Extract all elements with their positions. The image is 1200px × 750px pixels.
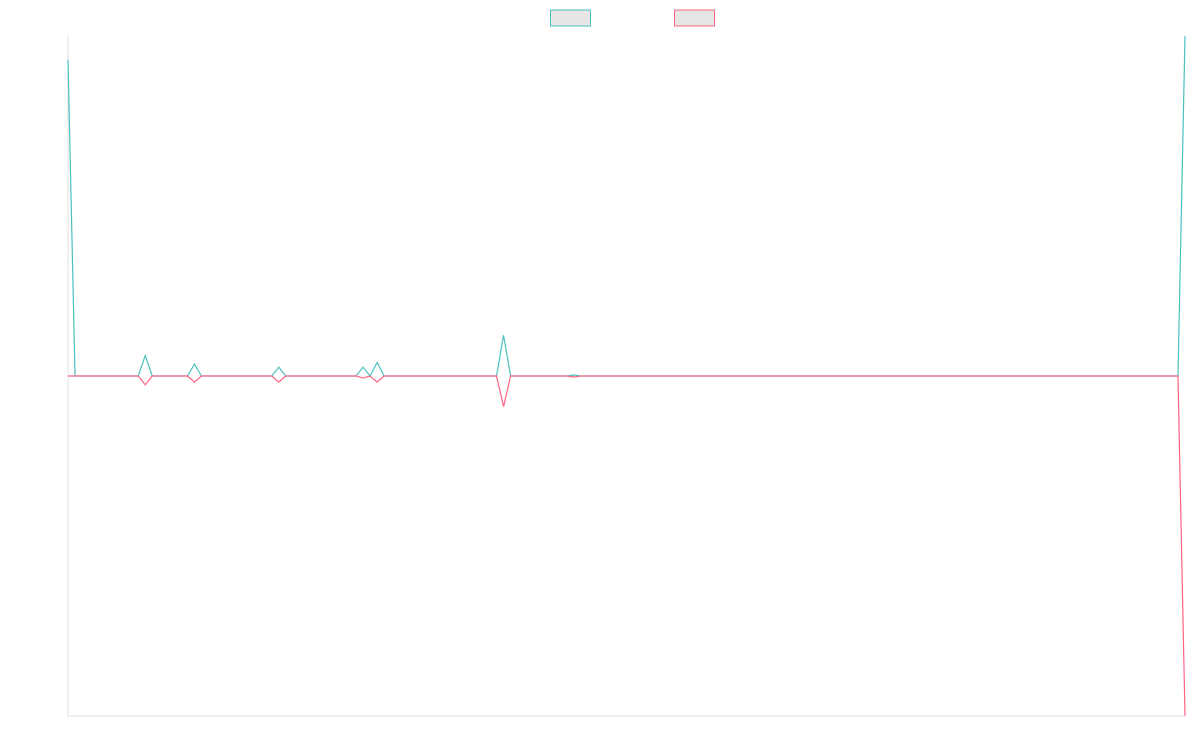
legend-swatch[interactable]: [550, 9, 591, 27]
series-line: [67, 35, 1186, 378]
series-line: [68, 375, 1186, 717]
legend-swatch[interactable]: [674, 9, 715, 27]
